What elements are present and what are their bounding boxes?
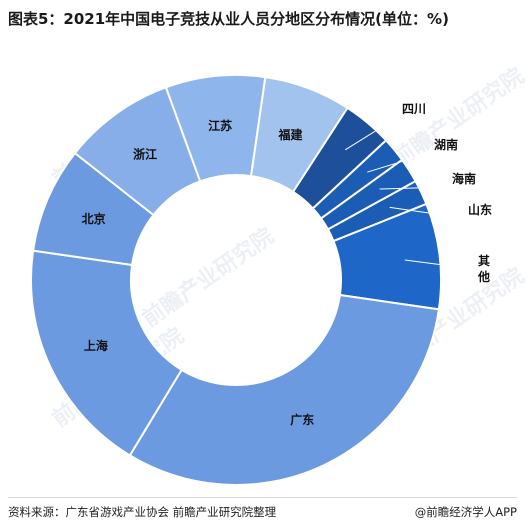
- label-海南: 海南: [452, 171, 476, 186]
- leader-海南: [379, 186, 449, 190]
- label-福建: 福建: [277, 127, 303, 142]
- label-山东: 山东: [468, 202, 492, 217]
- slice-上海: [30, 249, 184, 457]
- donut-slices: [30, 74, 442, 486]
- label-其他: 其他: [477, 253, 490, 284]
- label-上海: 上海: [84, 338, 108, 353]
- slice-广东: [128, 293, 441, 486]
- label-湖南: 湖南: [434, 137, 458, 152]
- leader-其他: [404, 259, 475, 270]
- label-北京: 北京: [82, 211, 106, 226]
- source-note: 资料来源：广东省游戏产业协会 前瞻产业研究院整理: [8, 505, 277, 519]
- leader-四川: [345, 116, 399, 151]
- brand-credit: @前瞻经济学人APP: [414, 505, 517, 519]
- label-广东: 广东: [290, 412, 314, 427]
- label-四川: 四川: [402, 102, 426, 116]
- label-浙江: 浙江: [133, 146, 157, 161]
- chart-title: 图表5：2021年中国电子竞技从业人员分地区分布情况(单位：%): [8, 10, 449, 28]
- leader-湖南: [367, 152, 431, 173]
- footer: 资料来源：广东省游戏产业协会 前瞻产业研究院整理 @前瞻经济学人APP: [8, 497, 517, 522]
- leader-山东: [389, 206, 465, 219]
- leader-lines: [345, 116, 475, 270]
- slice-浙江: [73, 86, 202, 217]
- label-江苏: 江苏: [208, 118, 232, 133]
